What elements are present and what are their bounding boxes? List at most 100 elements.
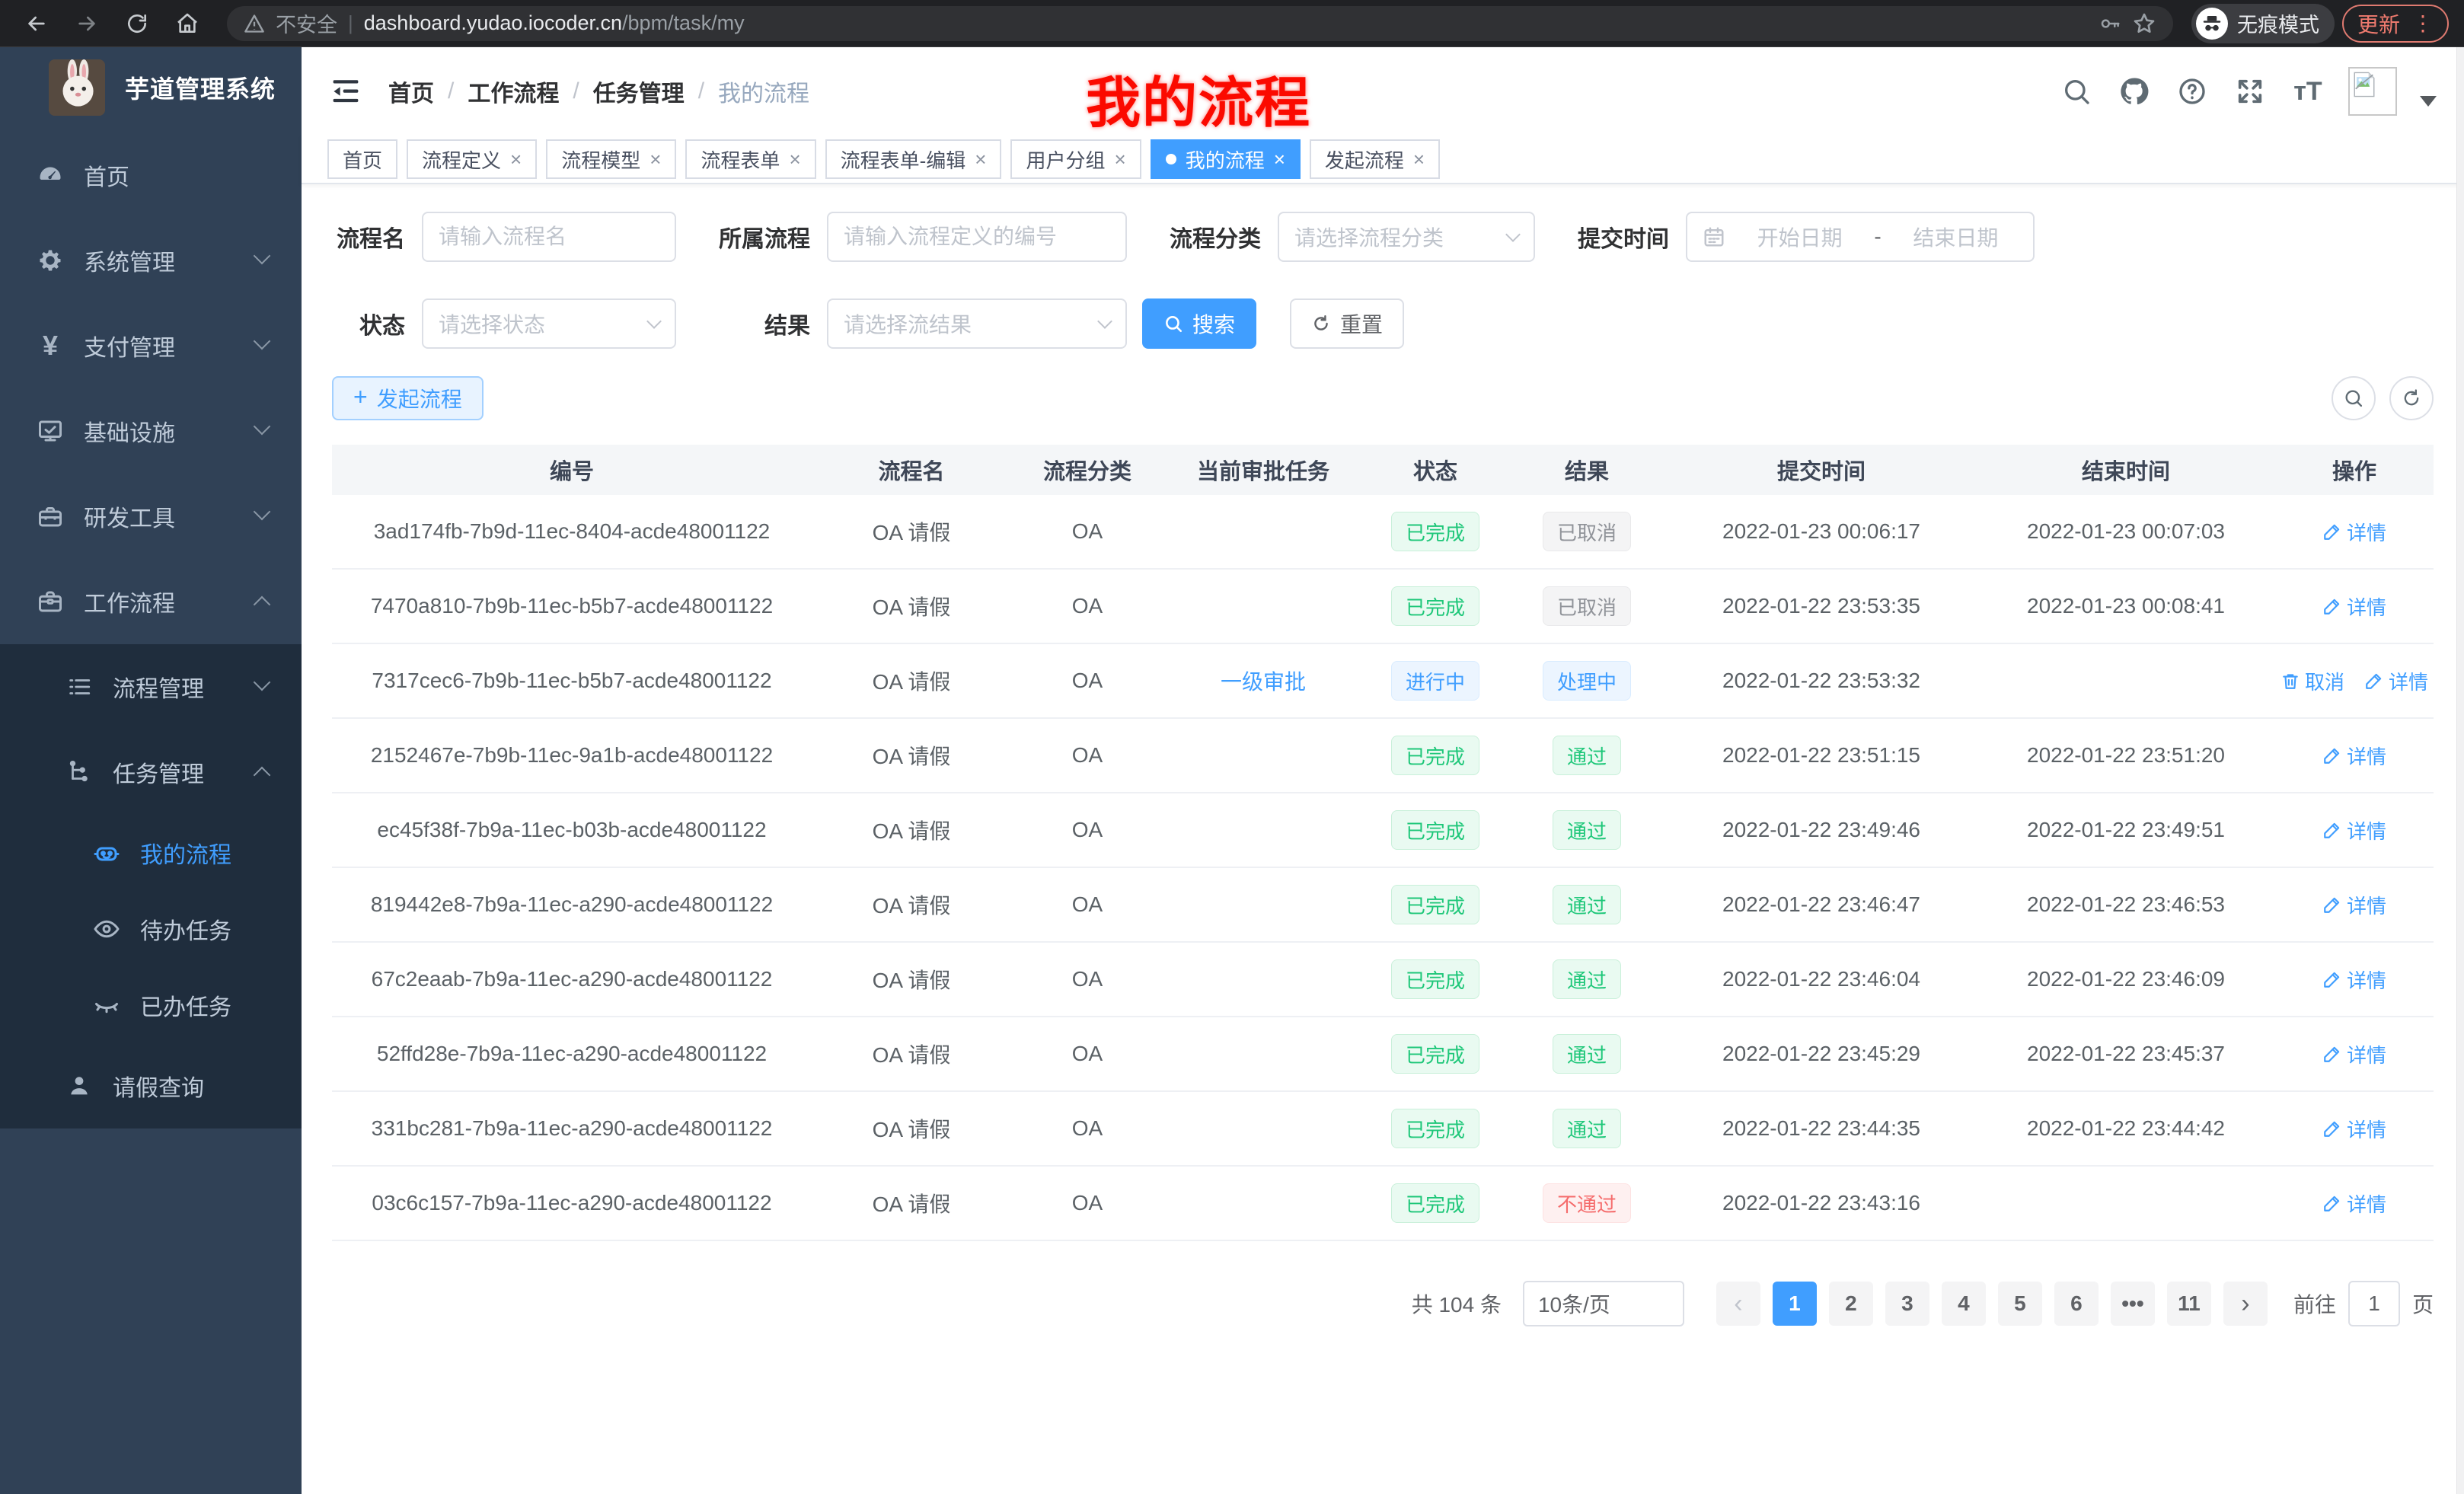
sidebar-item-workflow[interactable]: 工作流程 <box>0 559 302 644</box>
page-button-11[interactable]: 11 <box>2166 1282 2211 1326</box>
collapse-sidebar-icon[interactable] <box>329 76 362 107</box>
sidebar-item-process-mgmt[interactable]: 流程管理 <box>0 644 302 729</box>
prev-page-button[interactable]: ‹ <box>1716 1282 1760 1326</box>
forward-icon[interactable] <box>65 7 108 40</box>
navbar-actions: ᴛT <box>2059 67 2437 116</box>
sidebar-item-my-process[interactable]: 我的流程 <box>0 815 302 891</box>
tab-label: 流程表单-编辑 <box>840 148 966 172</box>
close-icon[interactable]: × <box>1114 147 1126 171</box>
tab-流程表单-编辑[interactable]: 流程表单-编辑 × <box>825 139 1002 179</box>
browser-menu-icon[interactable]: ⋮ <box>2412 11 2434 35</box>
detail-link[interactable]: 详情 <box>2322 518 2386 546</box>
breadcrumb-item[interactable]: 首页 <box>388 81 434 107</box>
page-size-select[interactable]: 10条/页 <box>1522 1281 1684 1326</box>
workflow-submenu: 流程管理 任务管理 我的流程 待办任务 已办 <box>0 644 302 1128</box>
status-select[interactable]: 请选择状态 <box>422 298 676 349</box>
detail-link[interactable]: 详情 <box>2322 1189 2386 1218</box>
search-button[interactable]: 搜索 <box>1142 298 1257 349</box>
detail-link[interactable]: 详情 <box>2322 592 2386 621</box>
tab-发起流程[interactable]: 发起流程 × <box>1309 139 1441 179</box>
table-row: 7317cec6-7b9b-11ec-b5b7-acde48001122 OA 请… <box>332 644 2434 719</box>
breadcrumb-item[interactable]: 任务管理 <box>592 81 685 107</box>
font-size-icon[interactable]: ᴛT <box>2293 76 2322 106</box>
next-page-button[interactable]: › <box>2223 1282 2268 1326</box>
fullscreen-icon[interactable] <box>2233 74 2268 109</box>
browser-update-button[interactable]: 更新 ⋮ <box>2341 4 2449 43</box>
process-name-input[interactable] <box>422 212 676 262</box>
close-icon[interactable]: × <box>789 147 801 171</box>
page-button-3[interactable]: 3 <box>1885 1282 1929 1326</box>
page-button-1[interactable]: 1 <box>1772 1282 1817 1326</box>
url-text: dashboard.yudao.iocoder.cn/bpm/task/my <box>363 11 745 34</box>
sidebar-item-label: 研发工具 <box>84 506 175 532</box>
col-result: 结果 <box>1564 460 1609 484</box>
breadcrumb-item[interactable]: 工作流程 <box>468 81 560 107</box>
date-range-picker[interactable]: 开始日期 - 结束日期 <box>1686 212 2035 262</box>
avatar[interactable] <box>2348 67 2397 116</box>
close-icon[interactable]: × <box>650 147 662 171</box>
sidebar-item-todo-tasks[interactable]: 待办任务 <box>0 891 302 967</box>
cell-process-id: 7470a810-7b9b-11ec-b5b7-acde48001122 <box>370 594 774 618</box>
reload-icon[interactable] <box>116 7 158 40</box>
tab-首页[interactable]: 首页 <box>327 139 398 179</box>
close-icon[interactable]: × <box>975 147 987 171</box>
show-search-button[interactable] <box>2332 376 2376 420</box>
app-logo[interactable]: 芋道管理系统 <box>0 47 302 117</box>
sidebar-item-system[interactable]: 系统管理 <box>0 218 302 303</box>
detail-link[interactable]: 详情 <box>2322 966 2386 994</box>
page-button-4[interactable]: 4 <box>1941 1282 1986 1326</box>
sidebar-item-devtools[interactable]: 研发工具 <box>0 474 302 559</box>
cancel-link[interactable]: 取消 <box>2280 667 2344 695</box>
detail-link[interactable]: 详情 <box>2322 1115 2386 1143</box>
cell-process-id: 67c2eaab-7b9a-11ec-a290-acde48001122 <box>371 967 773 991</box>
url-bar[interactable]: 不安全 | dashboard.yudao.iocoder.cn/bpm/tas… <box>227 5 2173 41</box>
tab-流程定义[interactable]: 流程定义 × <box>407 139 538 179</box>
close-icon[interactable]: × <box>1412 147 1425 171</box>
reset-button[interactable]: 重置 <box>1290 298 1405 349</box>
detail-link[interactable]: 详情 <box>2322 1040 2386 1068</box>
refresh-table-button[interactable] <box>2389 376 2434 420</box>
page-button-6[interactable]: 6 <box>2054 1282 2099 1326</box>
goto-page-input[interactable] <box>2348 1281 2400 1326</box>
sidebar-item-task-mgmt[interactable]: 任务管理 <box>0 729 302 815</box>
detail-link[interactable]: 详情 <box>2322 891 2386 919</box>
page-button-2[interactable]: 2 <box>1828 1282 1873 1326</box>
key-icon[interactable] <box>2099 12 2121 35</box>
help-icon[interactable] <box>2175 74 2210 109</box>
briefcase-icon <box>35 588 65 615</box>
cell-result: 已取消 <box>1508 512 1666 551</box>
tab-用户分组[interactable]: 用户分组 × <box>1010 139 1141 179</box>
back-icon[interactable] <box>15 7 58 40</box>
detail-link[interactable]: 详情 <box>2322 742 2386 770</box>
sidebar-item-leave-query[interactable]: 请假查询 <box>0 1043 302 1128</box>
detail-link[interactable]: 详情 <box>2322 816 2386 844</box>
tab-流程表单[interactable]: 流程表单 × <box>685 139 816 179</box>
tab-流程模型[interactable]: 流程模型 × <box>546 139 677 179</box>
tab-我的流程[interactable]: 我的流程 × <box>1150 139 1301 179</box>
bookmark-star-icon[interactable] <box>2132 11 2156 36</box>
end-date-input[interactable]: 结束日期 <box>1913 226 1999 250</box>
start-date-input[interactable]: 开始日期 <box>1757 226 1843 250</box>
detail-link[interactable]: 详情 <box>2364 667 2428 695</box>
pager-ellipsis[interactable]: ••• <box>2110 1282 2155 1326</box>
task-link[interactable]: 一级审批 <box>1220 670 1306 694</box>
start-process-button[interactable]: + 发起流程 <box>332 376 484 420</box>
scrollbar[interactable] <box>2456 47 2464 1494</box>
result-select[interactable]: 请选择流结果 <box>827 298 1127 349</box>
sidebar-item-infra[interactable]: 基础设施 <box>0 388 302 474</box>
chevron-up-icon <box>253 595 271 614</box>
cell-process-name: OA 请假 <box>872 745 951 768</box>
github-icon[interactable] <box>2117 74 2152 109</box>
search-icon[interactable] <box>2059 74 2094 109</box>
cell-end-time: 2022-01-22 23:49:51 <box>2027 818 2225 841</box>
sidebar-item-payment[interactable]: ¥ 支付管理 <box>0 303 302 388</box>
avatar-caret-icon[interactable] <box>2420 96 2437 107</box>
close-icon[interactable]: × <box>1273 147 1285 171</box>
home-icon[interactable] <box>166 7 209 40</box>
page-button-5[interactable]: 5 <box>1997 1282 2042 1326</box>
close-icon[interactable]: × <box>510 147 522 171</box>
process-def-input[interactable] <box>827 212 1127 262</box>
sidebar-item-done-tasks[interactable]: 已办任务 <box>0 967 302 1043</box>
category-select[interactable]: 请选择流程分类 <box>1278 212 1535 262</box>
sidebar-item-home[interactable]: 首页 <box>0 132 302 218</box>
